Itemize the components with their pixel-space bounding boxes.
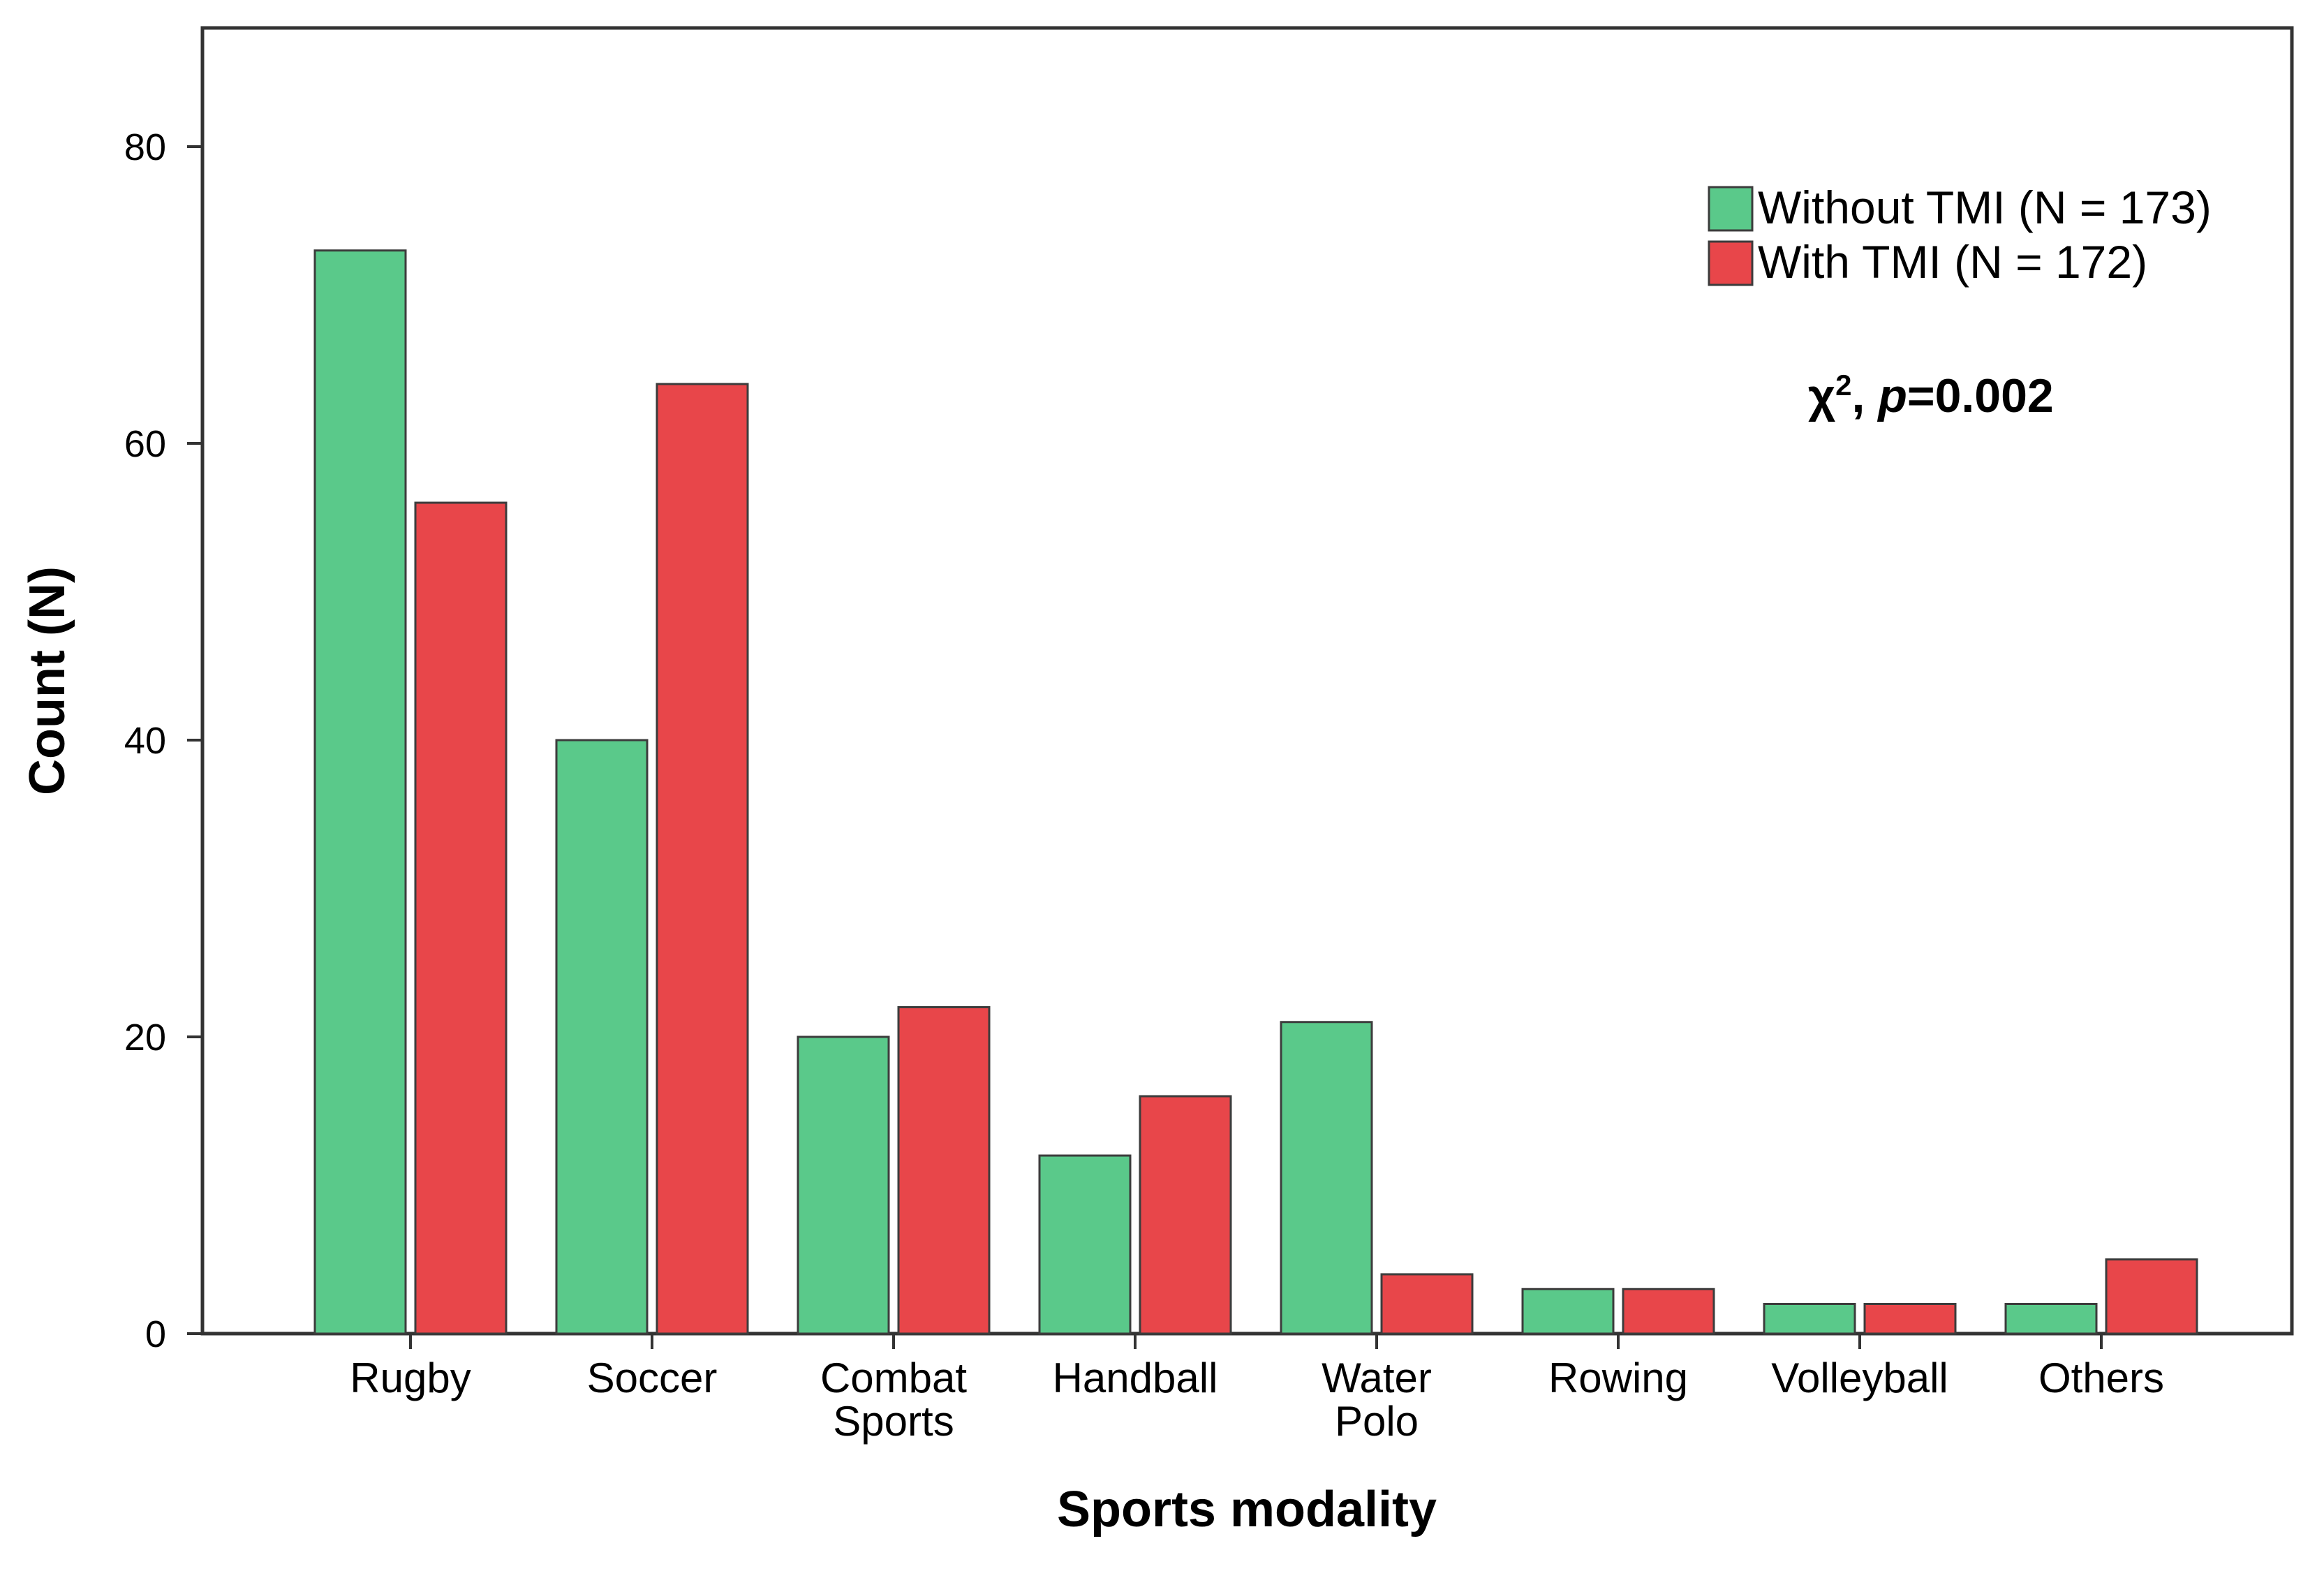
bar-without-tmi-others [2004,1303,2098,1335]
annotation-p: p [1877,369,1907,422]
x-tick-label-combat: Combat [820,1355,967,1401]
chi-square-annotation: χ2, p=0.002 [1808,369,2054,422]
x-tick-label-sports: Sports [833,1398,954,1445]
y-tick-label-20: 20 [124,1017,166,1059]
bar-with-tmi-others [2105,1258,2198,1335]
bar-without-tmi-volleyball [1763,1303,1856,1335]
y-tick-label-0: 0 [145,1313,166,1355]
y-axis: 0 20 40 60 80 [124,126,202,1355]
x-tick-label-handball: Handball [1053,1355,1218,1401]
annotation-value: =0.002 [1907,369,2054,422]
y-tick-label-40: 40 [124,720,166,762]
x-tick-label-soccer: Soccer [587,1355,718,1401]
x-tick-label-polo: Polo [1335,1398,1419,1445]
annotation-separator: , [1852,369,1879,422]
x-tick-label-rowing: Rowing [1548,1355,1688,1401]
bar-with-tmi-rowing [1622,1288,1715,1335]
x-tick-label-others: Others [2038,1355,2164,1401]
y-tick-label-80: 80 [124,126,166,168]
bar-with-tmi-rugby [414,501,508,1335]
annotation-chi: χ [1808,369,1835,422]
bar-with-tmi-volleyball [1863,1303,1957,1335]
bar-without-tmi-water-polo [1280,1021,1373,1335]
legend-swatch-without-tmi [1708,186,1754,232]
legend-label-without-tmi: Without TMI (N = 173) [1758,182,2212,233]
legend-label-with-tmi: With TMI (N = 172) [1758,236,2147,288]
annotation-superscript: 2 [1835,369,1851,401]
bar-without-tmi-soccer [555,739,649,1335]
bars [313,249,2198,1335]
bar-without-tmi-rugby [313,249,407,1335]
y-axis-title: Count (N) [20,566,75,795]
bar-without-tmi-combat-sports [797,1035,890,1335]
x-tick-label-water: Water [1322,1355,1432,1401]
plot-frame [200,26,2294,1336]
bar-with-tmi-soccer [656,383,749,1335]
legend: Without TMI (N = 173)With TMI (N = 172) [1708,182,2212,288]
x-tick-label-rugby: Rugby [350,1355,471,1401]
bar-without-tmi-rowing [1521,1288,1615,1335]
bar-with-tmi-handball [1139,1095,1232,1335]
bar-without-tmi-handball [1038,1154,1132,1335]
y-tick-label-60: 60 [124,423,166,465]
bar-with-tmi-water-polo [1380,1273,1474,1335]
legend-swatch-with-tmi [1708,240,1754,286]
bar-with-tmi-combat-sports [897,1006,991,1335]
x-tick-label-volleyball: Volleyball [1771,1355,1948,1401]
x-axis-title: Sports modality [1057,1482,1437,1538]
